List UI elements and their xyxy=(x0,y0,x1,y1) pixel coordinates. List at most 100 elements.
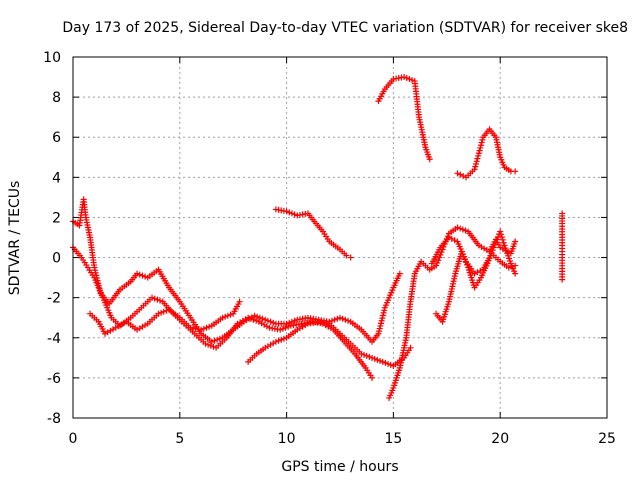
series-trace-d xyxy=(245,318,414,369)
data-point-interp xyxy=(477,142,484,149)
data-point xyxy=(475,150,482,157)
data-point-interp xyxy=(489,247,496,254)
data-point xyxy=(236,298,243,305)
data-point xyxy=(347,254,354,261)
y-tick-label: 2 xyxy=(52,210,61,226)
data-point-interp xyxy=(157,297,164,304)
y-tick-label: 8 xyxy=(52,90,61,106)
data-point-interp xyxy=(267,318,274,325)
data-point xyxy=(497,228,504,235)
data-point xyxy=(343,252,350,259)
data-point-interp xyxy=(434,259,441,266)
data-point-interp xyxy=(477,144,484,151)
data-point-interp xyxy=(474,155,481,162)
data-point-interp xyxy=(371,355,378,362)
data-point-interp xyxy=(270,319,277,326)
data-point-interp xyxy=(253,317,260,324)
data-point-interp xyxy=(282,324,289,331)
chart-title: Day 173 of 2025, Sidereal Day-to-day VTE… xyxy=(62,20,628,36)
data-point xyxy=(445,234,452,241)
data-point-interp xyxy=(142,273,149,280)
series-trace-j xyxy=(428,234,519,277)
data-point-interp xyxy=(387,361,394,368)
data-point-interp xyxy=(278,336,285,343)
data-point-interp xyxy=(382,359,389,366)
data-point-interp xyxy=(211,337,218,344)
data-point-interp xyxy=(92,267,99,274)
series-trace-k xyxy=(559,210,566,283)
data-point xyxy=(433,262,440,269)
data-point-interp xyxy=(374,356,381,363)
data-point-interp xyxy=(259,315,266,322)
data-point-interp xyxy=(479,136,486,143)
data-point-interp xyxy=(409,77,416,84)
data-point-interp xyxy=(478,139,485,146)
data-point-interp xyxy=(491,241,498,248)
data-point-interp xyxy=(376,325,383,332)
data-point xyxy=(454,224,461,231)
y-tick-label: 0 xyxy=(52,251,61,267)
y-tick-label: -2 xyxy=(47,291,61,307)
data-point xyxy=(471,166,478,173)
data-point xyxy=(219,314,226,321)
data-point-interp xyxy=(345,317,352,324)
x-tick-label: 5 xyxy=(175,431,184,447)
data-point-interp xyxy=(476,147,483,154)
data-point xyxy=(369,374,376,381)
data-point xyxy=(245,314,252,321)
data-point-interp xyxy=(160,308,167,315)
series-trace-g xyxy=(454,126,519,181)
x-tick-label: 10 xyxy=(278,431,296,447)
y-tick-label: 6 xyxy=(52,130,61,146)
data-point xyxy=(272,338,279,345)
data-point-interp xyxy=(286,319,293,326)
data-point-interp xyxy=(247,315,254,322)
data-point-interp xyxy=(280,335,287,342)
data-point xyxy=(512,238,519,245)
data-point-interp xyxy=(158,309,165,316)
data-point-interp xyxy=(385,360,392,367)
data-point xyxy=(369,354,376,361)
data-point-interp xyxy=(436,254,443,261)
data-point xyxy=(283,208,290,215)
data-point-interp xyxy=(206,323,213,330)
data-point-interp xyxy=(475,152,482,159)
data-point xyxy=(202,340,209,347)
data-point-interp xyxy=(492,239,499,246)
data-point-interp xyxy=(448,235,455,242)
data-point-interp xyxy=(361,351,368,358)
data-point-interp xyxy=(457,225,464,232)
data-point xyxy=(262,316,269,323)
plot-frame xyxy=(72,56,608,419)
data-point xyxy=(379,358,386,365)
data-point xyxy=(208,338,215,345)
data-point xyxy=(198,326,205,333)
data-point-interp xyxy=(444,233,451,240)
data-point-interp xyxy=(222,313,229,320)
data-point-interp xyxy=(285,323,292,330)
data-point-interp xyxy=(474,269,481,276)
data-point-interp xyxy=(457,171,464,178)
x-tick-label: 20 xyxy=(491,431,509,447)
data-point-interp xyxy=(376,328,383,335)
data-point-interp xyxy=(205,341,212,348)
y-tick-label: 4 xyxy=(52,170,61,186)
data-point-interp xyxy=(379,315,386,322)
data-point xyxy=(490,244,497,251)
data-point-interp xyxy=(279,325,286,332)
data-point xyxy=(283,320,290,327)
data-point-interp xyxy=(472,163,479,170)
data-point xyxy=(277,326,284,333)
data-point-interp xyxy=(499,236,506,243)
data-point-interp xyxy=(406,76,413,83)
x-tick-label: 15 xyxy=(384,431,402,447)
data-point-interp xyxy=(378,320,385,327)
data-point-interp xyxy=(380,309,387,316)
data-point-interp xyxy=(508,263,515,270)
data-point-interp xyxy=(256,314,263,321)
data-point-interp xyxy=(342,316,349,323)
data-point xyxy=(512,270,519,277)
data-point-interp xyxy=(377,322,384,329)
data-point-interp xyxy=(377,357,384,364)
y-tick-label: -6 xyxy=(47,371,61,387)
